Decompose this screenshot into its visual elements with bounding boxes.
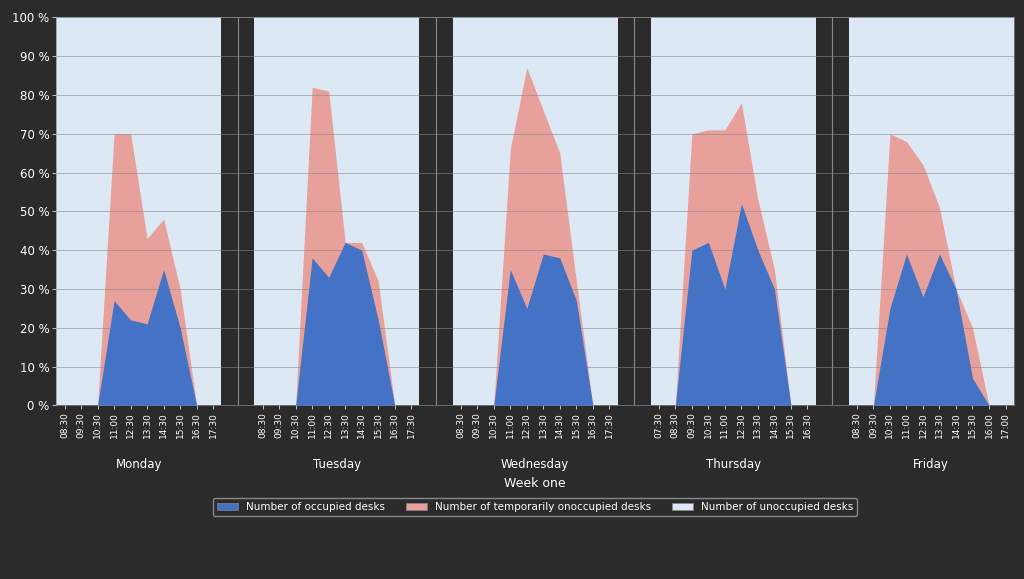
Bar bbox=[254, 17, 420, 405]
Bar bbox=[56, 17, 221, 405]
Text: Monday: Monday bbox=[116, 458, 162, 471]
Bar bbox=[453, 17, 617, 405]
Text: Thursday: Thursday bbox=[706, 458, 761, 471]
Bar bbox=[849, 17, 1014, 405]
Text: Wednesday: Wednesday bbox=[501, 458, 569, 471]
Legend: Number of occupied desks, Number of temporarily onoccupied desks, Number of unoc: Number of occupied desks, Number of temp… bbox=[213, 498, 857, 516]
Text: Tuesday: Tuesday bbox=[313, 458, 361, 471]
Bar bbox=[650, 17, 816, 405]
X-axis label: Week one: Week one bbox=[504, 477, 566, 490]
Text: Friday: Friday bbox=[913, 458, 949, 471]
